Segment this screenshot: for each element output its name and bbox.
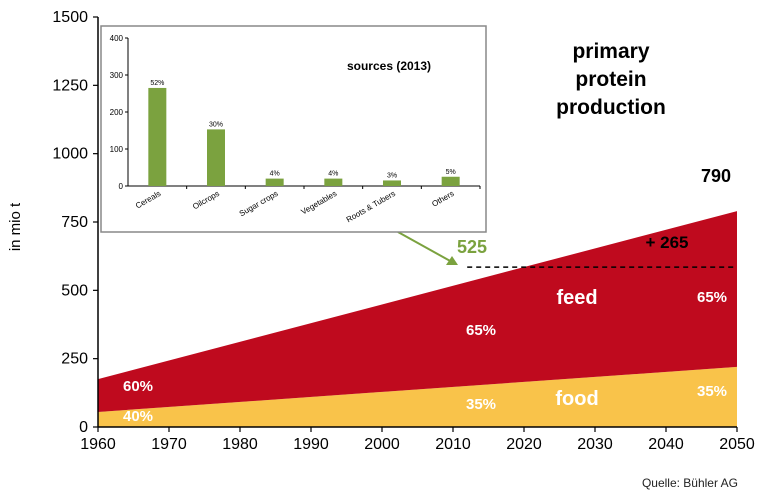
inset-bar — [207, 129, 225, 186]
inset-y-ticks: 0 100 200 300 400 — [110, 34, 128, 191]
inset-title: sources (2013) — [347, 59, 431, 73]
inset-y-tick-label: 400 — [110, 34, 124, 43]
area-feed — [98, 211, 737, 412]
now-value-label: 525 — [457, 237, 487, 257]
feed-share-2050: 65% — [697, 289, 727, 306]
inset-bar — [148, 87, 167, 186]
total-2050-label: 790 — [701, 166, 731, 186]
inset-bars — [148, 87, 460, 186]
food-label: food — [555, 388, 598, 410]
inset-bar — [441, 176, 460, 186]
inset-bar-value-label: 4% — [270, 171, 280, 178]
inset-bar — [383, 180, 401, 186]
food-share-2050: 35% — [697, 383, 727, 400]
inset-bar-value-label: 4% — [328, 171, 338, 178]
inset-y-tick-label: 300 — [110, 71, 124, 80]
stacked-areas — [98, 211, 737, 427]
inset-bar-value-label: 3% — [387, 172, 397, 179]
inset-y-tick-label: 0 — [119, 182, 124, 191]
inset-bar-value-label: 52% — [150, 80, 164, 87]
y-tick-label: 0 — [79, 419, 88, 436]
inset-bar-labels: 52% 30% 4% 4% 3% 5% — [150, 80, 455, 180]
chart-title-line: production — [556, 96, 666, 119]
y-tick-label: 1250 — [52, 77, 88, 94]
y-tick-label: 250 — [61, 351, 88, 368]
chart-title-line: primary — [572, 40, 649, 63]
area-food — [98, 366, 737, 427]
inset-y-tick-label: 200 — [110, 108, 124, 117]
inset-bar — [265, 178, 284, 186]
y-axis-ticks: 0 250 500 750 1000 1250 1500 — [52, 9, 98, 436]
x-tick-label: 1980 — [222, 436, 258, 453]
source-credit: Quelle: Bühler AG — [642, 476, 738, 490]
x-tick-label: 2040 — [648, 436, 684, 453]
x-tick-label: 1990 — [293, 436, 329, 453]
y-axis-label: in mio t — [7, 202, 24, 251]
inset-chart: sources (2013) 0 100 200 300 400 52% 30% 4% 4% 3… — [100, 25, 487, 233]
y-tick-label: 1500 — [52, 9, 88, 26]
inset-y-tick-label: 100 — [110, 145, 124, 154]
feed-share-1960: 60% — [123, 378, 153, 395]
chart-title: primary protein production — [556, 40, 666, 119]
x-tick-label: 1960 — [80, 436, 116, 453]
x-tick-label: 2030 — [577, 436, 613, 453]
x-tick-label: 1970 — [151, 436, 187, 453]
increase-label: + 265 — [645, 233, 688, 252]
x-tick-label: 2000 — [364, 436, 400, 453]
feed-label: feed — [556, 287, 597, 309]
feed-share-now: 65% — [466, 322, 496, 339]
x-tick-label: 2010 — [435, 436, 471, 453]
inset-bar-value-label: 5% — [446, 169, 456, 176]
main-plot: 1960 1970 1980 1990 2000 2010 2020 2030 2040 2050… — [7, 9, 755, 490]
chart-title-line: protein — [575, 68, 646, 91]
y-tick-label: 750 — [61, 214, 88, 231]
x-axis-ticks: 1960 1970 1980 1990 2000 2010 2020 2030 2040 2050 — [80, 427, 755, 453]
y-tick-label: 1000 — [52, 146, 88, 163]
x-tick-label: 2050 — [719, 436, 755, 453]
inset-bar-value-label: 30% — [209, 121, 223, 128]
y-tick-label: 500 — [61, 282, 88, 299]
food-share-now: 35% — [466, 396, 496, 413]
x-tick-label: 2020 — [506, 436, 542, 453]
pointer-arrow — [397, 231, 458, 265]
inset-bar — [324, 178, 343, 186]
food-share-1960: 40% — [123, 408, 153, 425]
